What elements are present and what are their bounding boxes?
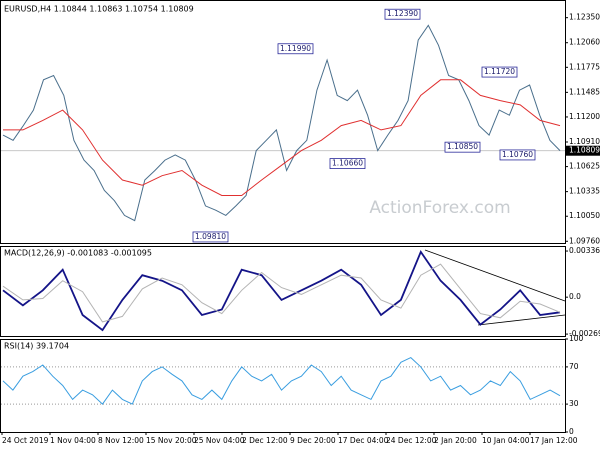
- annotation-label: 1.09810: [195, 232, 226, 241]
- y-tick-label: 0.003362: [569, 246, 600, 255]
- series-line: [3, 79, 561, 196]
- y-tick-label: 1.09760: [569, 236, 600, 245]
- annotation-box: [329, 158, 366, 169]
- y-tick-label: 1.12060: [569, 38, 600, 47]
- y-tick-label: -0.002691: [569, 329, 600, 338]
- annotation-label: 1.10660: [332, 159, 363, 168]
- y-tick-label: 70: [569, 362, 579, 371]
- y-tick-label: 0: [569, 427, 574, 436]
- trend-line: [477, 314, 566, 326]
- y-tick-label: 1.11485: [569, 87, 600, 96]
- annotation-box: [384, 8, 421, 20]
- series-line: [2, 24, 561, 222]
- series-line: [2, 357, 561, 405]
- x-tick-label: 24 Oct 2019: [2, 436, 49, 445]
- series-line: [2, 263, 561, 323]
- annotation-label: 1.10850: [447, 142, 478, 151]
- x-tick-label: 17 Jan 12:00: [530, 436, 578, 445]
- rsi-panel: [0, 339, 566, 433]
- y-tick-label: 1.11200: [569, 112, 600, 121]
- annotation-label: 1.11720: [484, 67, 515, 76]
- x-tick-label: 2 Dec 12:00: [242, 436, 288, 445]
- macd-title: MACD(12,26,9) -0.001083 -0.001095: [4, 249, 152, 258]
- trend-line: [424, 249, 566, 302]
- x-tick-label: 24 Dec 12:00: [386, 436, 437, 445]
- y-tick-label: 1.11775: [569, 62, 600, 71]
- y-tick-label: 1.10625: [569, 162, 600, 171]
- annotation-box: [277, 43, 314, 55]
- annotation-label: 1.12390: [387, 9, 418, 18]
- annotation-box: [444, 141, 481, 153]
- x-tick-label: 15 Nov 20:00: [146, 436, 197, 445]
- x-tick-label: 8 Nov 12:00: [98, 436, 144, 445]
- watermark: ActionForex.com: [369, 198, 510, 218]
- price-label-box: [566, 145, 600, 156]
- y-tick-label: 0.0: [569, 292, 581, 301]
- rsi-title: RSI(14) 39.1704: [4, 342, 69, 351]
- x-tick-label: 9 Dec 20:00: [290, 436, 336, 445]
- annotation-label: 1.11990: [280, 44, 311, 53]
- price-label: 1.10809: [569, 146, 600, 155]
- x-tick-label: 25 Nov 04:00: [194, 436, 245, 445]
- y-tick-label: 30: [569, 399, 579, 408]
- x-tick-label: 2 Jan 20:00: [434, 436, 477, 445]
- macd-panel: [0, 246, 566, 337]
- x-tick-label: 1 Nov 04:00: [50, 436, 96, 445]
- annotation-box: [481, 66, 518, 78]
- series-line: [2, 250, 561, 332]
- y-tick-label: 100: [569, 334, 584, 343]
- y-tick-label: 1.10050: [569, 211, 600, 220]
- x-tick-label: 10 Jan 04:00: [482, 436, 530, 445]
- annotation-box: [192, 231, 229, 243]
- price-panel: [0, 0, 566, 244]
- annotation-label: 1.10760: [502, 150, 533, 159]
- price-title: EURUSD,H4 1.10844 1.10863 1.10754 1.1080…: [4, 5, 194, 14]
- y-tick-label: 1.12350: [569, 13, 600, 22]
- x-tick-label: 17 Dec 04:00: [338, 436, 389, 445]
- annotation-box: [499, 149, 536, 161]
- y-tick-label: 1.10335: [569, 187, 600, 196]
- y-tick-label: 1.10910: [569, 137, 600, 146]
